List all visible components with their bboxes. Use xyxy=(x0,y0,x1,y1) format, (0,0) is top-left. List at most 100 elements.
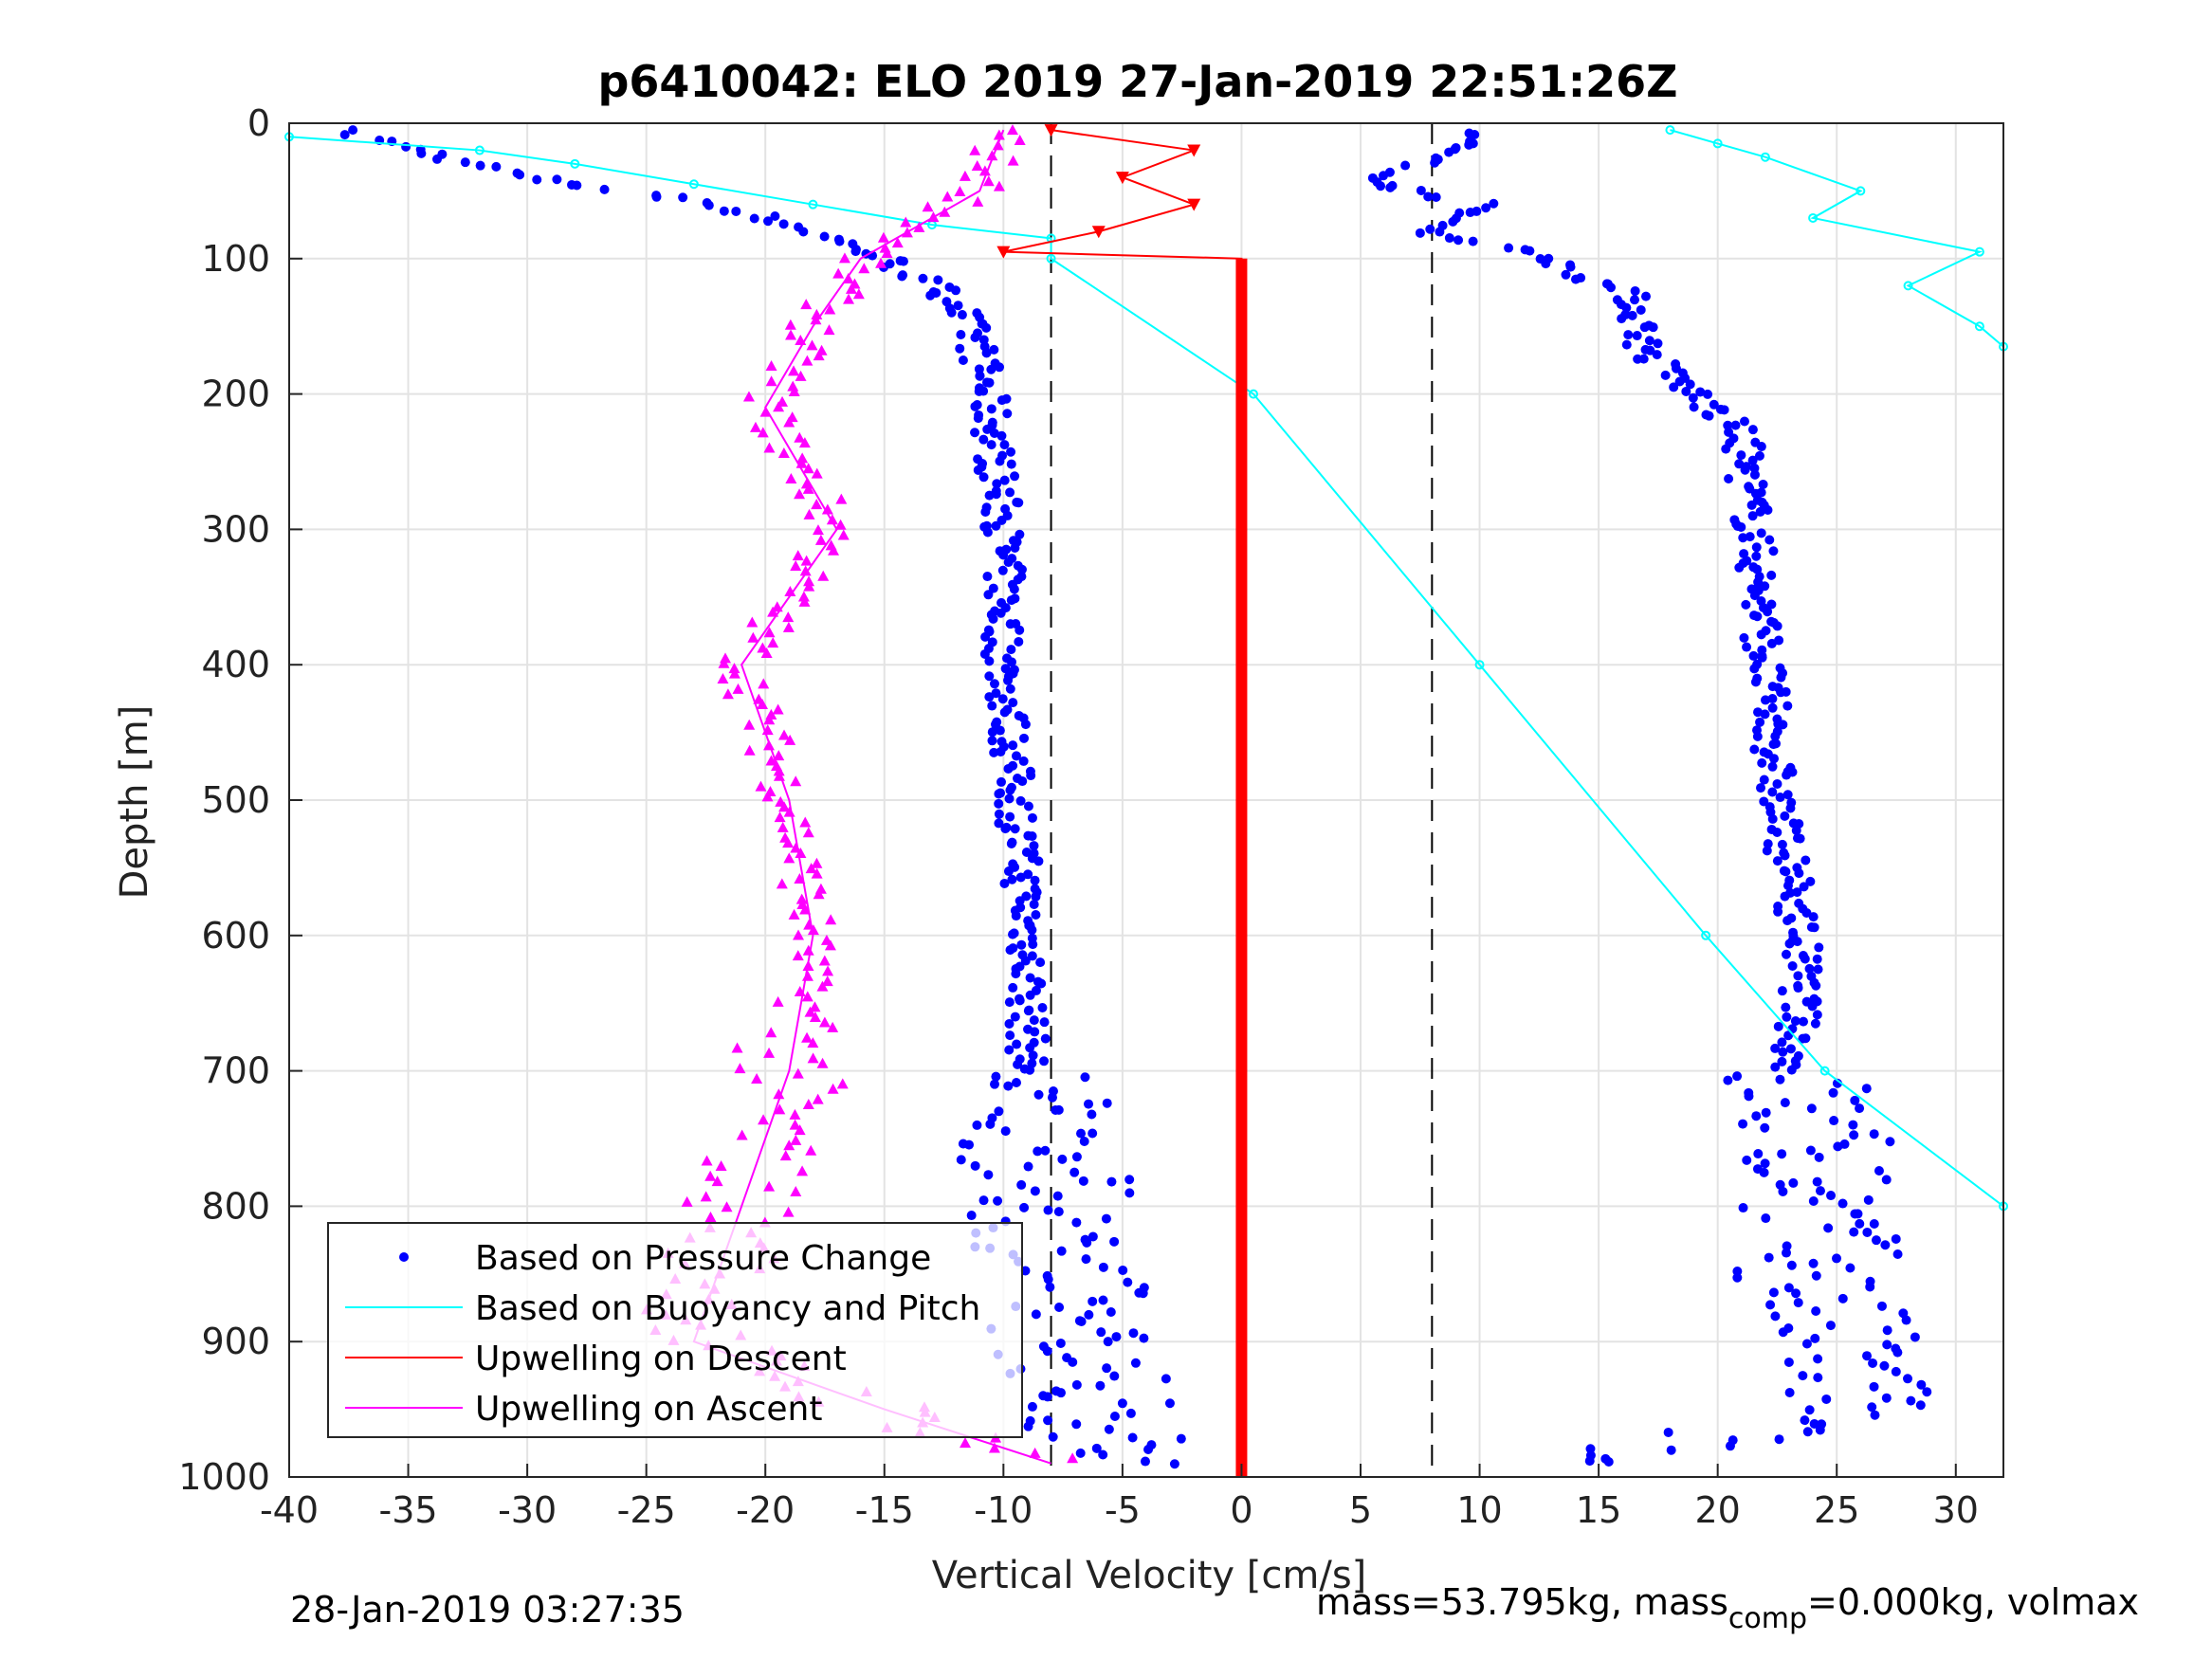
buoyancy-point xyxy=(1856,186,1866,196)
pressure-point xyxy=(1621,302,1632,313)
pressure-point xyxy=(985,1119,996,1129)
legend-marker xyxy=(399,1252,409,1262)
pressure-point xyxy=(982,424,993,434)
pressure-point xyxy=(1098,1295,1108,1305)
pressure-point xyxy=(1640,291,1651,301)
ascent-point xyxy=(982,175,995,187)
ascent-point xyxy=(765,359,777,371)
series-upwelling-on-ascent xyxy=(641,124,1079,1465)
ascent-point xyxy=(758,1114,770,1125)
ascent-point xyxy=(765,375,777,387)
pressure-point xyxy=(1169,1459,1179,1469)
pressure-point xyxy=(1689,402,1699,412)
pressure-point xyxy=(1095,1380,1106,1391)
pressure-point xyxy=(1504,243,1514,253)
pressure-point xyxy=(1415,228,1425,238)
pressure-point xyxy=(1023,1161,1033,1172)
ascent-point xyxy=(802,827,814,838)
pressure-point xyxy=(1125,1408,1136,1418)
pressure-point xyxy=(1785,803,1796,813)
pressure-point xyxy=(1570,274,1581,284)
pressure-point xyxy=(719,206,729,216)
pressure-point xyxy=(1006,459,1016,469)
pressure-point xyxy=(1879,1360,1890,1371)
pressure-point xyxy=(1730,420,1741,430)
ascent-point xyxy=(772,995,784,1007)
pressure-point xyxy=(1666,1445,1676,1455)
pressure-point xyxy=(1762,846,1772,856)
pressure-point xyxy=(1023,801,1033,811)
ascent-point xyxy=(773,1088,785,1100)
pressure-point xyxy=(1039,1056,1050,1066)
ascent-point xyxy=(811,857,823,868)
pressure-point xyxy=(1430,157,1440,168)
pressure-point xyxy=(986,404,996,414)
pressure-point xyxy=(1104,1424,1114,1434)
pressure-point xyxy=(1741,599,1751,610)
pressure-point xyxy=(953,301,963,311)
buoyancy-point xyxy=(474,145,484,155)
pressure-point xyxy=(1030,1027,1040,1037)
ascent-point xyxy=(826,514,838,525)
ascent-point xyxy=(761,724,774,736)
pressure-point xyxy=(995,456,1005,466)
pressure-point xyxy=(1020,720,1031,730)
pressure-point xyxy=(989,428,999,439)
pressure-point xyxy=(1752,611,1763,622)
pressure-point xyxy=(1916,1379,1927,1390)
pressure-point xyxy=(1106,1307,1116,1318)
ascent-point xyxy=(734,1063,746,1074)
pressure-point xyxy=(1850,1095,1860,1105)
pressure-point xyxy=(993,1195,1003,1206)
pressure-point xyxy=(1775,793,1785,803)
ascent-point xyxy=(765,755,777,766)
pressure-point xyxy=(1736,450,1746,461)
pressure-point xyxy=(1779,866,1789,876)
pressure-point xyxy=(1648,322,1658,333)
ascent-point xyxy=(812,524,824,536)
y-tick-label: 200 xyxy=(201,374,270,415)
pressure-point xyxy=(982,527,993,538)
pressure-point xyxy=(1123,1277,1133,1287)
pressure-point xyxy=(1005,487,1015,498)
pressure-point xyxy=(1850,1209,1860,1219)
ascent-point xyxy=(795,457,808,468)
pressure-point xyxy=(1794,868,1804,879)
pressure-point xyxy=(1091,1443,1102,1453)
buoyancy-line xyxy=(288,136,2004,1208)
ascent-point xyxy=(799,565,812,576)
ascent-point xyxy=(743,744,756,756)
pressure-point xyxy=(1826,1191,1837,1201)
pressure-point xyxy=(1027,1401,1037,1412)
pressure-point xyxy=(1053,1207,1064,1217)
ascent-point xyxy=(792,550,804,561)
ascent-point xyxy=(802,1099,814,1110)
pressure-point xyxy=(1027,831,1037,842)
ascent-point xyxy=(784,734,796,745)
ascent-point xyxy=(790,842,802,853)
pressure-point xyxy=(1810,1018,1820,1029)
pressure-point xyxy=(946,307,957,318)
pressure-point xyxy=(1143,1444,1154,1454)
pressure-point xyxy=(1715,404,1726,414)
pressure-point xyxy=(1784,1387,1795,1397)
ascent-point xyxy=(816,980,829,992)
ascent-point xyxy=(993,129,1005,140)
pressure-point xyxy=(552,174,562,185)
pressure-point xyxy=(1759,796,1769,807)
ascent-point xyxy=(704,1170,717,1181)
pressure-point xyxy=(678,192,688,203)
pressure-point xyxy=(1813,1354,1823,1364)
pressure-point xyxy=(970,428,980,438)
pressure-point xyxy=(1910,1332,1920,1342)
mass-text: mass=53.795kg, mass xyxy=(1316,1581,1728,1623)
ascent-point xyxy=(971,160,983,172)
ascent-point xyxy=(794,872,806,884)
pressure-point xyxy=(1791,1288,1801,1299)
pressure-point xyxy=(1425,224,1435,234)
pressure-point xyxy=(1855,1218,1865,1229)
legend-label: Based on Buoyancy and Pitch xyxy=(475,1289,980,1328)
legend: Based on Pressure Change Based on Buoyanc… xyxy=(327,1222,1023,1438)
descent-line xyxy=(1003,129,1243,1477)
ascent-point xyxy=(767,606,779,617)
